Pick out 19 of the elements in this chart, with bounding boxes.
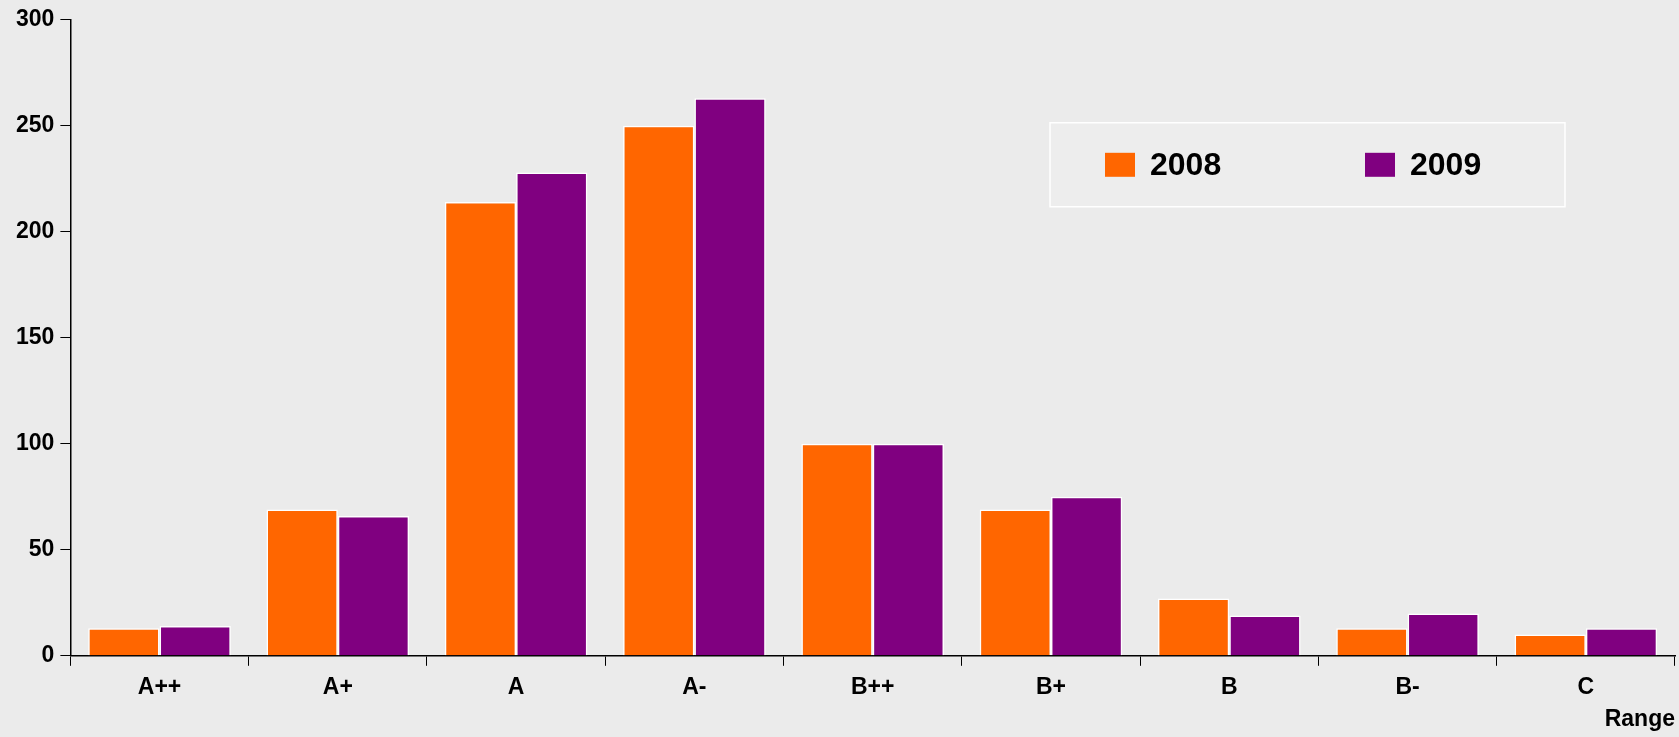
x-tick-label: B (1220, 672, 1238, 699)
x-tick-label: B++ (850, 672, 895, 699)
x-tick-label: A++ (137, 672, 182, 699)
legend-label: 2009 (1410, 145, 1482, 182)
y-tick-label: 200 (16, 217, 55, 244)
x-tick-label: B+ (1035, 672, 1066, 699)
y-tick-label: 300 (16, 5, 55, 32)
x-tick-label: A+ (322, 672, 353, 699)
x-tick-label: A- (682, 672, 707, 699)
y-tick-label: 100 (16, 429, 55, 456)
y-tick-label: 50 (28, 535, 55, 562)
x-tick-label: A (507, 672, 525, 699)
x-tick-label: B- (1395, 672, 1420, 699)
x-axis-title: Range (1604, 704, 1675, 731)
legend-label: 2008 (1150, 145, 1222, 182)
x-tick-label: C (1577, 672, 1595, 699)
y-tick-label: 150 (16, 323, 55, 350)
y-tick-label: 0 (41, 641, 55, 668)
y-tick-label: 250 (16, 111, 55, 138)
